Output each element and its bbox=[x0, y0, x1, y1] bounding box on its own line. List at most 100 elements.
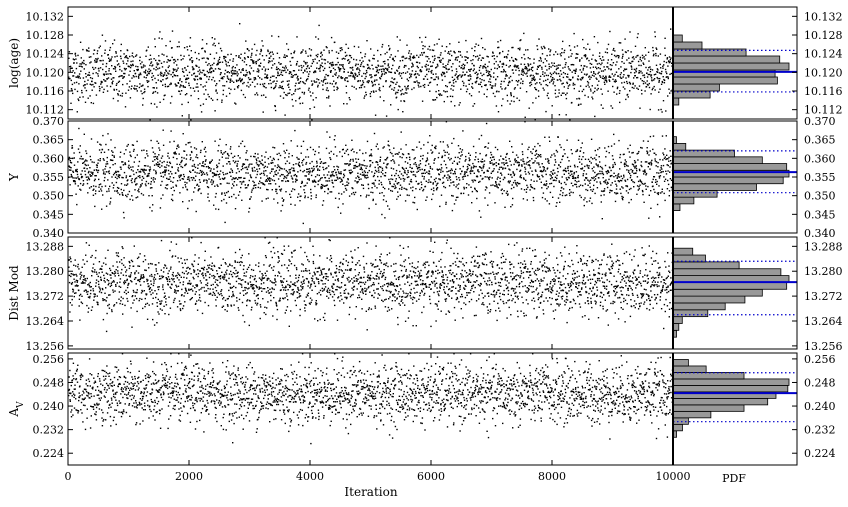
trace-point bbox=[470, 68, 472, 70]
trace-point bbox=[160, 80, 162, 83]
trace-point bbox=[180, 54, 182, 57]
trace-point bbox=[600, 88, 602, 90]
trace-point bbox=[275, 190, 277, 193]
trace-point bbox=[223, 57, 225, 60]
trace-point bbox=[202, 161, 204, 163]
trace-point bbox=[592, 177, 594, 180]
trace-point bbox=[596, 63, 599, 65]
trace-point bbox=[433, 178, 436, 181]
trace-point bbox=[539, 64, 541, 67]
trace-point bbox=[529, 160, 531, 162]
trace-point bbox=[547, 161, 549, 163]
trace-point bbox=[261, 155, 263, 157]
trace-point bbox=[96, 50, 99, 52]
trace-point bbox=[221, 193, 223, 195]
trace-point bbox=[235, 160, 237, 163]
trace-point bbox=[124, 162, 126, 164]
trace-point bbox=[132, 56, 135, 58]
trace-point bbox=[401, 88, 404, 91]
trace-point bbox=[158, 67, 161, 69]
trace-point bbox=[529, 58, 531, 60]
trace-point bbox=[472, 167, 475, 169]
trace-point bbox=[558, 89, 560, 91]
trace-point bbox=[485, 71, 488, 73]
trace-point bbox=[137, 165, 140, 167]
trace-point bbox=[160, 62, 163, 64]
trace-point bbox=[258, 64, 260, 67]
trace-point bbox=[509, 65, 511, 67]
trace-point bbox=[322, 69, 325, 72]
trace-point bbox=[355, 165, 357, 168]
trace-point bbox=[239, 57, 242, 59]
trace-point bbox=[306, 182, 308, 184]
trace-point bbox=[597, 72, 599, 75]
trace-point bbox=[497, 46, 499, 49]
trace-point bbox=[365, 69, 368, 72]
trace-point bbox=[129, 175, 132, 177]
trace-point bbox=[330, 71, 332, 73]
trace-point bbox=[429, 165, 431, 168]
trace-point bbox=[326, 46, 328, 49]
trace-point bbox=[318, 60, 320, 62]
trace-point bbox=[517, 67, 520, 69]
trace-point bbox=[69, 70, 71, 72]
trace-point bbox=[406, 194, 408, 196]
trace-point bbox=[643, 63, 645, 65]
trace-point bbox=[277, 35, 280, 38]
trace-point bbox=[283, 91, 285, 94]
trace-point bbox=[445, 201, 447, 204]
trace-point bbox=[82, 77, 85, 79]
trace-point bbox=[181, 68, 184, 70]
trace-point bbox=[124, 69, 126, 71]
trace-point bbox=[202, 47, 204, 49]
trace-point bbox=[263, 184, 266, 186]
trace-point bbox=[101, 185, 103, 188]
trace-point bbox=[146, 49, 148, 51]
trace-point bbox=[125, 149, 127, 151]
trace-point bbox=[401, 56, 403, 58]
trace-point bbox=[125, 176, 127, 179]
trace-point bbox=[402, 167, 404, 170]
trace-point bbox=[227, 157, 229, 159]
trace-point bbox=[636, 77, 638, 79]
trace-point bbox=[374, 79, 376, 81]
trace-point bbox=[613, 47, 615, 50]
trace-point bbox=[498, 90, 500, 93]
trace-point bbox=[289, 193, 291, 196]
trace-point bbox=[293, 167, 295, 169]
trace-point bbox=[632, 56, 635, 58]
trace-point bbox=[381, 73, 384, 75]
trace-point bbox=[253, 166, 256, 169]
trace-point bbox=[386, 69, 389, 72]
trace-point bbox=[251, 52, 253, 55]
trace-point bbox=[612, 49, 614, 51]
trace-point bbox=[369, 68, 371, 70]
trace-point bbox=[340, 77, 342, 79]
trace-point bbox=[90, 56, 92, 58]
trace-point bbox=[317, 79, 320, 81]
trace-point bbox=[102, 73, 105, 75]
trace-point bbox=[146, 74, 149, 76]
trace-point bbox=[260, 172, 263, 175]
trace-point bbox=[509, 140, 511, 142]
trace-point bbox=[340, 178, 343, 180]
trace-point bbox=[200, 149, 202, 152]
trace-point bbox=[270, 170, 273, 173]
trace-point bbox=[497, 171, 499, 173]
trace-point bbox=[575, 70, 577, 72]
trace-point bbox=[601, 93, 603, 95]
trace-point bbox=[135, 184, 137, 186]
trace-point bbox=[370, 48, 372, 50]
trace-point bbox=[626, 82, 629, 85]
trace-point bbox=[627, 74, 629, 77]
trace-point bbox=[146, 80, 148, 82]
trace-point bbox=[569, 174, 571, 177]
trace-point bbox=[605, 156, 607, 158]
trace-point bbox=[397, 91, 399, 94]
trace-point bbox=[302, 65, 305, 67]
trace-point bbox=[542, 71, 544, 73]
trace-point bbox=[409, 158, 411, 161]
trace-point bbox=[118, 176, 120, 179]
trace-point bbox=[637, 33, 639, 35]
trace-point bbox=[230, 75, 233, 77]
